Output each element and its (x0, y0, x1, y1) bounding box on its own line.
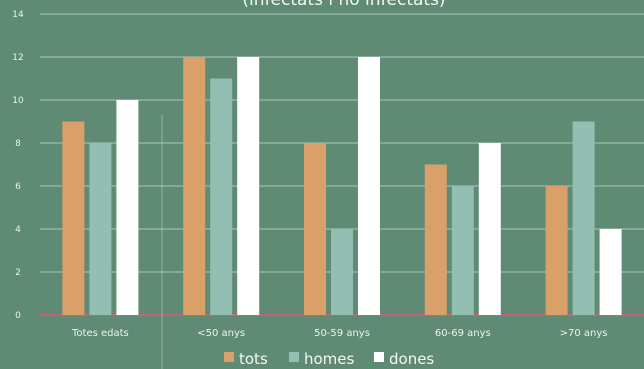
bar-tots-4 (545, 186, 568, 315)
x-category-label-3: 60-69 anys (435, 328, 491, 339)
y-tick-label-4: 4 (15, 225, 21, 235)
bar-tots-1 (183, 57, 206, 315)
bar-homes-2 (331, 229, 353, 315)
bar-dones-1 (237, 57, 260, 315)
x-category-label-2: 50-59 anys (314, 328, 370, 339)
bar-homes-4 (572, 121, 595, 315)
x-axis-categories: Totes edats <50 anys 50-59 anys 60-69 anys >… (71, 328, 608, 339)
y-tick-label-12: 12 (12, 53, 23, 63)
y-axis-ticks: 0 2 4 6 8 10 12 14 (12, 10, 24, 321)
legend-label-dones: dones (389, 350, 434, 368)
x-category-label-1: <50 anys (197, 328, 245, 339)
y-tick-label-2: 2 (15, 268, 21, 278)
bar-homes-0 (89, 143, 112, 315)
bar-tots-2 (304, 143, 326, 315)
y-tick-label-14: 14 (12, 10, 24, 20)
legend-swatch-tots (224, 352, 234, 362)
y-tick-label-6: 6 (15, 182, 21, 192)
bar-dones-3 (478, 143, 501, 315)
gridlines (40, 13, 644, 369)
bars (62, 57, 622, 315)
x-category-label-0: Totes edats (71, 328, 129, 339)
bar-tots-3 (424, 164, 447, 315)
legend: tots homes dones (224, 350, 434, 368)
bar-dones-2 (358, 57, 380, 315)
bar-homes-3 (451, 186, 474, 315)
bar-homes-1 (210, 78, 233, 315)
x-category-label-4: >70 anys (560, 328, 608, 339)
chart-title: (infectats i no infectats) (242, 0, 445, 10)
bar-dones-4 (599, 229, 622, 315)
legend-swatch-homes (289, 352, 299, 362)
bar-tots-0 (62, 121, 85, 315)
y-tick-label-10: 10 (12, 96, 24, 106)
legend-label-homes: homes (304, 350, 355, 368)
y-tick-label-8: 8 (15, 139, 21, 149)
legend-label-tots: tots (239, 350, 268, 368)
bar-dones-0 (116, 100, 139, 315)
y-tick-label-0: 0 (15, 311, 21, 321)
legend-swatch-dones (374, 352, 384, 362)
